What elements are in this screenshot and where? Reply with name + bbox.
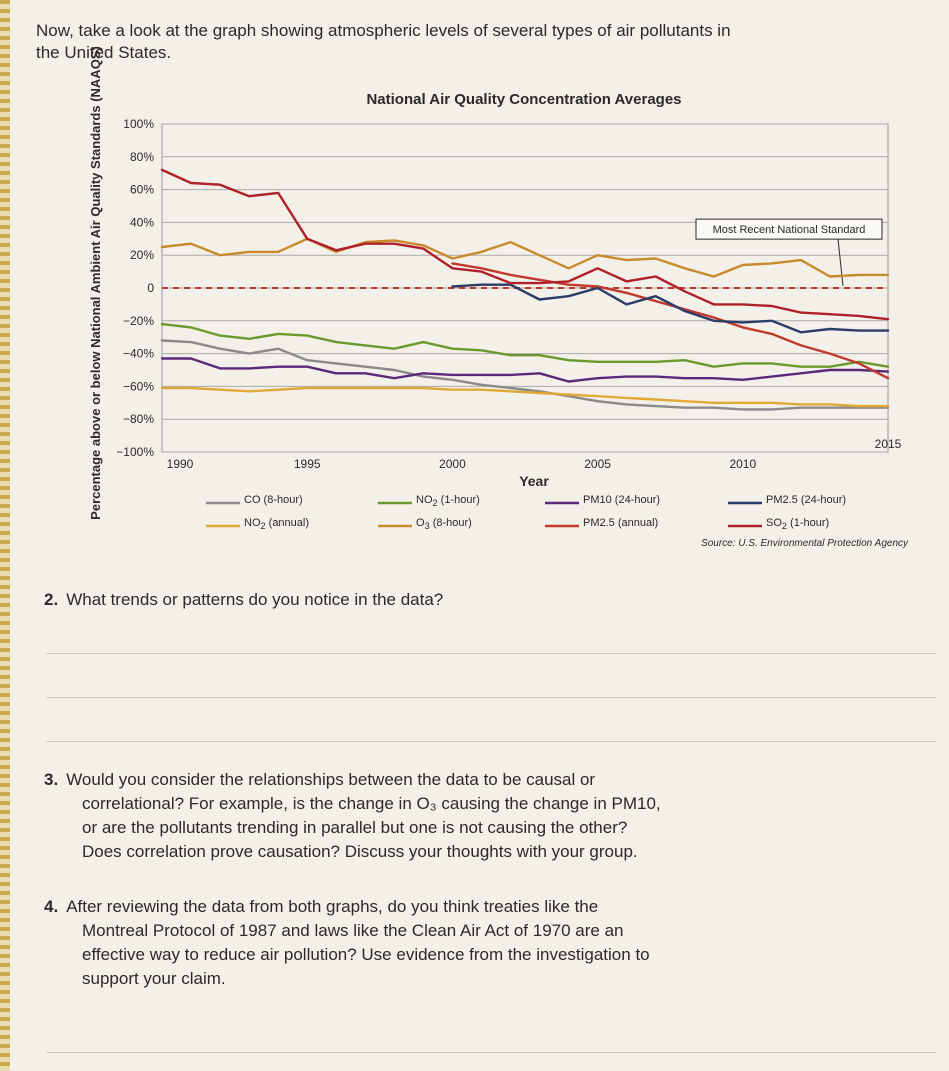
y-tick-label: −20% [123,314,154,328]
x-tick-label: 2015 [875,437,902,451]
question-4-line-4: support your claim. [82,969,226,988]
legend-label-holder: PM2.5 (annual) [583,517,659,529]
source-note: Source: U.S. Environmental Protection Ag… [701,538,909,549]
line-chart: National Air Quality Concentration Avera… [88,46,909,549]
y-tick-label: −40% [123,347,154,361]
question-3-line-2: correlational? For example, is the chang… [82,794,661,813]
question-3-line-4: Does correlation prove causation? Discus… [82,842,638,861]
reference-label: Most Recent National Standard [713,224,866,236]
legend-label: CO (8-hour) [244,494,303,506]
legend-label-holder: SO2 (1-hour) [766,517,830,532]
series-line-3 [160,237,890,278]
question-4: 4. After reviewing the data from both gra… [44,895,804,991]
series-line-7 [160,168,890,321]
legend-label-holder: O3 (8-hour) [416,517,472,532]
legend-label: PM2.5 (annual) [583,517,659,529]
series-line-2 [160,322,890,368]
x-tick-label: 2005 [584,457,611,471]
x-tick-labels: 1990 1995 2000 2005 2010 2015 [167,437,902,471]
question-4-line-1: After reviewing the data from both graph… [66,897,599,916]
legend-label: O3 (8-hour) [416,517,472,532]
legend-label-holder: NO2 (annual) [244,517,310,532]
x-axis-label: Year [519,473,549,489]
y-tick-label: −80% [123,412,154,426]
x-tick-label: 1995 [294,457,321,471]
x-tick-label: 2000 [439,457,466,471]
series-line-6 [451,283,890,334]
question-4-line-3: effective way to reduce air pollution? U… [82,945,650,964]
legend: CO (8-hour) NO2 (1-hour) PM10 (24-hour) PM2… [206,494,847,532]
series-line-5 [451,262,890,380]
y-tick-label: 100% [123,117,154,131]
legend-label-holder: NO2 (1-hour) [416,494,480,509]
y-tick-label: −60% [123,379,154,393]
chart-title: National Air Quality Concentration Avera… [366,91,681,108]
y-tick-label: 60% [130,183,154,197]
legend-label-holder: PM10 (24-hour) [583,494,661,506]
x-tick-label: 2010 [729,457,756,471]
y-tick-label: 80% [130,150,154,164]
legend-label: PM2.5 (24-hour) [766,494,847,506]
y-tick-label: 40% [130,215,154,229]
question-2-number: 2. [44,590,59,609]
y-tick-labels: 100% 80% 60% 40% 20% 0 −20% −40% −60% −80% −100% [116,117,154,459]
legend-label: PM10 (24-hour) [583,494,661,506]
question-3: 3. Would you consider the relationships b… [44,768,804,864]
answer-line[interactable] [46,1052,936,1053]
question-4-number: 4. [44,897,59,916]
intro-text: Now, take a look at the graph showing at… [36,21,731,62]
y-axis-label: Percentage above or below National Ambie… [88,46,103,520]
series-line-1 [160,386,890,408]
question-2: 2. What trends or patterns do you notice … [44,588,443,612]
question-4-line-2: Montreal Protocol of 1987 and laws like … [82,921,624,940]
series-lines [160,168,890,411]
legend-label: SO2 (1-hour) [766,517,830,532]
reference-line-group: Most Recent National Standard [162,218,888,289]
y-tick-label: 20% [130,248,154,262]
x-tick-label: 1990 [167,457,194,471]
reference-label-pointer [837,239,844,287]
binding-edge [0,0,10,1071]
legend-label: NO2 (annual) [244,517,310,532]
question-3-line-3: or are the pollutants trending in parall… [82,818,628,837]
reference-label-box [695,218,883,240]
answer-line[interactable] [46,697,936,698]
legend-label-holder: CO (8-hour) [244,494,303,506]
question-3-number: 3. [44,770,59,789]
y-tick-label: 0 [147,281,154,295]
y-tick-label: −100% [116,445,154,459]
legend-label-holder: PM2.5 (24-hour) [766,494,847,506]
answer-line[interactable] [46,653,936,654]
question-2-text: What trends or patterns do you notice in… [66,590,444,609]
answer-line[interactable] [46,741,936,742]
series-line-0 [160,339,890,411]
question-3-line-1: Would you consider the relationships bet… [66,770,596,789]
legend-label: NO2 (1-hour) [416,494,480,509]
series-line-4 [160,357,890,383]
